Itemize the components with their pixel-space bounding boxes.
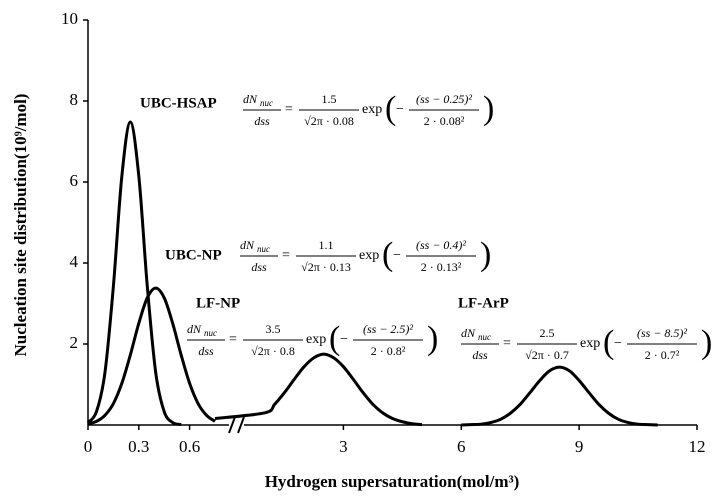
eq-denom: √2π · 0.08 [304, 114, 354, 128]
x-tick-label: 9 [575, 437, 584, 456]
y-tick-label: 4 [70, 252, 79, 271]
curve [87, 286, 216, 426]
eq-symbol: = [282, 248, 290, 263]
eq-symbol: ) [701, 324, 712, 361]
eq-symbol: − [614, 336, 622, 351]
eq-exp-den: 2 · 0.08² [424, 114, 465, 128]
y-tick-label: 8 [70, 90, 79, 109]
eq-denom: √2π · 0.7 [525, 348, 569, 362]
eq-exp-num: (ss − 8.5)² [637, 326, 687, 340]
axis-break [237, 416, 245, 434]
x-tick-label: 12 [689, 437, 706, 456]
eq-exp-den: 2 · 0.8² [371, 344, 406, 358]
eq-exp-num: (ss − 0.25)² [416, 92, 472, 106]
eq-symbol: = [229, 332, 237, 347]
eq-coef: 3.5 [266, 322, 281, 336]
eq-exp-num: (ss − 0.4)² [416, 238, 466, 252]
eq-symbol: nuc [257, 244, 270, 254]
eq-symbol: = [503, 336, 511, 351]
eq-symbol: dss [254, 114, 270, 128]
eq-exp-num: (ss − 2.5)² [363, 322, 413, 336]
eq-symbol: ( [603, 324, 614, 361]
eq-symbol: − [340, 332, 348, 347]
curve [214, 352, 423, 427]
eq-denom: √2π · 0.13 [301, 260, 351, 274]
eq-symbol: ( [329, 320, 340, 357]
y-tick-label: 2 [70, 333, 79, 352]
eq-symbol: − [396, 102, 404, 117]
x-tick-label: 0 [84, 437, 93, 456]
series-label: UBC-NP [165, 247, 222, 263]
eq-symbol: dss [198, 344, 214, 358]
series-label: LF-ArP [458, 295, 509, 311]
x-tick-label: 0.6 [179, 437, 200, 456]
eq-symbol: dss [251, 260, 267, 274]
eq-symbol: ) [483, 90, 494, 127]
eq-exp-den: 2 · 0.13² [421, 260, 462, 274]
eq-symbol: − [393, 248, 401, 263]
eq-symbol: ) [427, 320, 438, 357]
eq-symbol: = [285, 102, 293, 117]
eq-denom: √2π · 0.8 [251, 344, 295, 358]
eq-symbol: exp [306, 332, 326, 347]
eq-symbol: exp [359, 248, 379, 263]
series-label: LF-NP [196, 295, 240, 311]
curve [86, 120, 182, 427]
eq-symbol: dN [461, 326, 476, 340]
axis-break [228, 416, 236, 434]
eq-symbol: dN [240, 238, 255, 252]
eq-exp-den: 2 · 0.7² [645, 348, 680, 362]
eq-symbol: nuc [260, 98, 273, 108]
eq-symbol: dN [243, 92, 258, 106]
x-tick-label: 3 [339, 437, 348, 456]
eq-symbol: ( [385, 90, 396, 127]
x-tick-label: 6 [457, 437, 466, 456]
y-tick-label: 10 [61, 9, 78, 28]
eq-symbol: nuc [478, 332, 491, 342]
eq-coef: 2.5 [540, 326, 555, 340]
series-label: UBC-HSAP [140, 95, 217, 111]
eq-symbol: ) [480, 236, 491, 273]
x-axis-title: Hydrogen supersaturation(mol/m³) [265, 472, 520, 491]
eq-symbol: exp [362, 102, 382, 117]
eq-symbol: exp [580, 336, 600, 351]
eq-coef: 1.5 [322, 92, 337, 106]
eq-symbol: dN [187, 322, 202, 336]
y-axis-title: Nucleation site distribution(10⁹/mol) [11, 94, 30, 357]
x-tick-label: 0.3 [128, 437, 149, 456]
curve [461, 365, 658, 427]
eq-symbol: ( [382, 236, 393, 273]
y-tick-label: 6 [70, 171, 79, 190]
eq-symbol: nuc [204, 328, 217, 338]
eq-symbol: dss [472, 348, 488, 362]
eq-coef: 1.1 [319, 238, 334, 252]
